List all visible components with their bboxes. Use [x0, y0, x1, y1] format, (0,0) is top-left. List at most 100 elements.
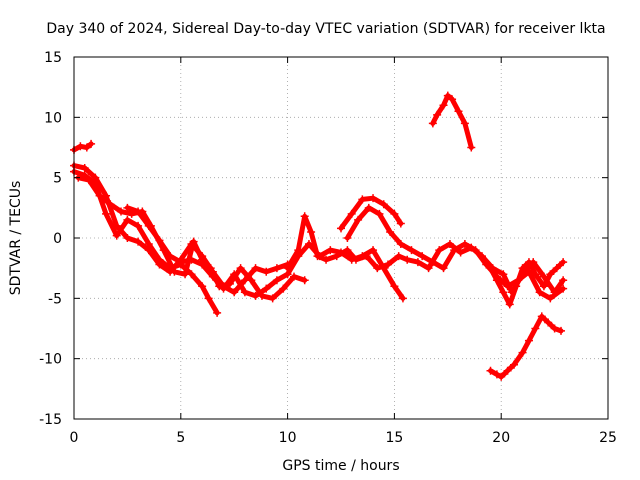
data-point	[456, 248, 465, 257]
series-track-7	[337, 194, 405, 233]
data-point	[510, 360, 519, 369]
data-point	[176, 258, 185, 267]
data-point	[230, 288, 239, 297]
data-point	[369, 194, 378, 203]
data-point	[394, 252, 403, 261]
data-point	[251, 264, 260, 273]
data-point	[204, 294, 213, 303]
data-point	[486, 264, 495, 273]
data-point	[144, 246, 153, 255]
data-point	[332, 252, 341, 261]
data-point	[398, 294, 407, 303]
data-point	[84, 176, 93, 185]
x-tick-label: 5	[176, 430, 185, 446]
series-track-9	[428, 91, 476, 152]
data-point	[112, 231, 121, 240]
data-point	[539, 282, 548, 291]
data-point	[82, 143, 91, 152]
data-point	[283, 264, 292, 273]
data-point	[396, 219, 405, 228]
series-track-1	[70, 139, 96, 154]
data-point	[390, 282, 399, 291]
data-point	[559, 276, 568, 285]
data-point	[155, 236, 164, 245]
data-point	[351, 255, 360, 264]
data-point	[418, 252, 427, 261]
data-point	[181, 270, 190, 279]
x-tick-label: 15	[385, 430, 403, 446]
y-tick-label: -15	[39, 412, 62, 428]
chart-title: Day 340 of 2024, Sidereal Day-to-day VTE…	[46, 21, 605, 37]
data-point	[187, 255, 196, 264]
data-point	[144, 221, 153, 230]
data-point	[503, 366, 512, 375]
data-point	[262, 284, 271, 293]
data-point	[544, 318, 553, 327]
data-point	[80, 164, 89, 173]
data-point	[236, 264, 245, 273]
data-point	[531, 324, 540, 333]
data-point	[383, 260, 392, 269]
x-axis-label: GPS time / hours	[282, 458, 399, 474]
data-point	[326, 246, 335, 255]
data-point	[435, 246, 444, 255]
data-point	[123, 215, 132, 224]
series-track-8	[343, 203, 568, 303]
data-point	[428, 258, 437, 267]
data-point	[155, 260, 164, 269]
data-point	[198, 282, 207, 291]
data-point	[450, 246, 459, 255]
series-line	[488, 259, 566, 307]
data-point	[550, 324, 559, 333]
data-point	[300, 212, 309, 221]
data-point	[503, 282, 512, 291]
data-point	[134, 221, 143, 230]
data-point	[373, 264, 382, 273]
data-point	[343, 246, 352, 255]
data-point	[91, 173, 100, 182]
data-point	[518, 264, 527, 273]
data-point	[354, 215, 363, 224]
data-point	[262, 267, 271, 276]
y-tick-label: -10	[39, 352, 62, 368]
data-point	[518, 348, 527, 357]
data-point	[369, 246, 378, 255]
data-point	[454, 107, 463, 116]
data-point	[559, 284, 568, 293]
x-tick-label: 20	[492, 430, 510, 446]
data-point	[439, 101, 448, 110]
data-point	[170, 267, 179, 276]
axis-ticks: 0 5 10 15 20 25 -15 -10 -5 0 5 10 15	[39, 50, 617, 446]
data-point	[390, 209, 399, 218]
data-point	[499, 288, 508, 297]
data-point	[102, 209, 111, 218]
data-point	[546, 294, 555, 303]
data-point	[557, 326, 566, 335]
x-tick-label: 25	[599, 430, 617, 446]
y-tick-label: -5	[48, 291, 62, 307]
data-point	[268, 294, 277, 303]
data-point	[230, 270, 239, 279]
data-point	[106, 200, 115, 209]
series-track-10	[486, 312, 566, 381]
data-point	[208, 272, 217, 281]
data-point	[559, 258, 568, 267]
y-axis-label: SDTVAR / TECUs	[8, 181, 24, 296]
y-tick-label: 10	[44, 110, 62, 126]
data-point	[433, 110, 442, 119]
data-point	[407, 246, 416, 255]
data-point	[337, 224, 345, 233]
data-point	[413, 258, 422, 267]
data-point	[524, 258, 533, 267]
data-point	[300, 276, 309, 285]
data-point	[112, 221, 121, 230]
x-tick-label: 10	[279, 430, 297, 446]
data-point	[87, 139, 96, 148]
data-point	[537, 312, 546, 321]
data-point	[364, 203, 373, 212]
data-point	[362, 252, 371, 261]
data-point	[396, 240, 405, 249]
data-point	[492, 370, 501, 379]
x-tick-label: 0	[70, 430, 79, 446]
